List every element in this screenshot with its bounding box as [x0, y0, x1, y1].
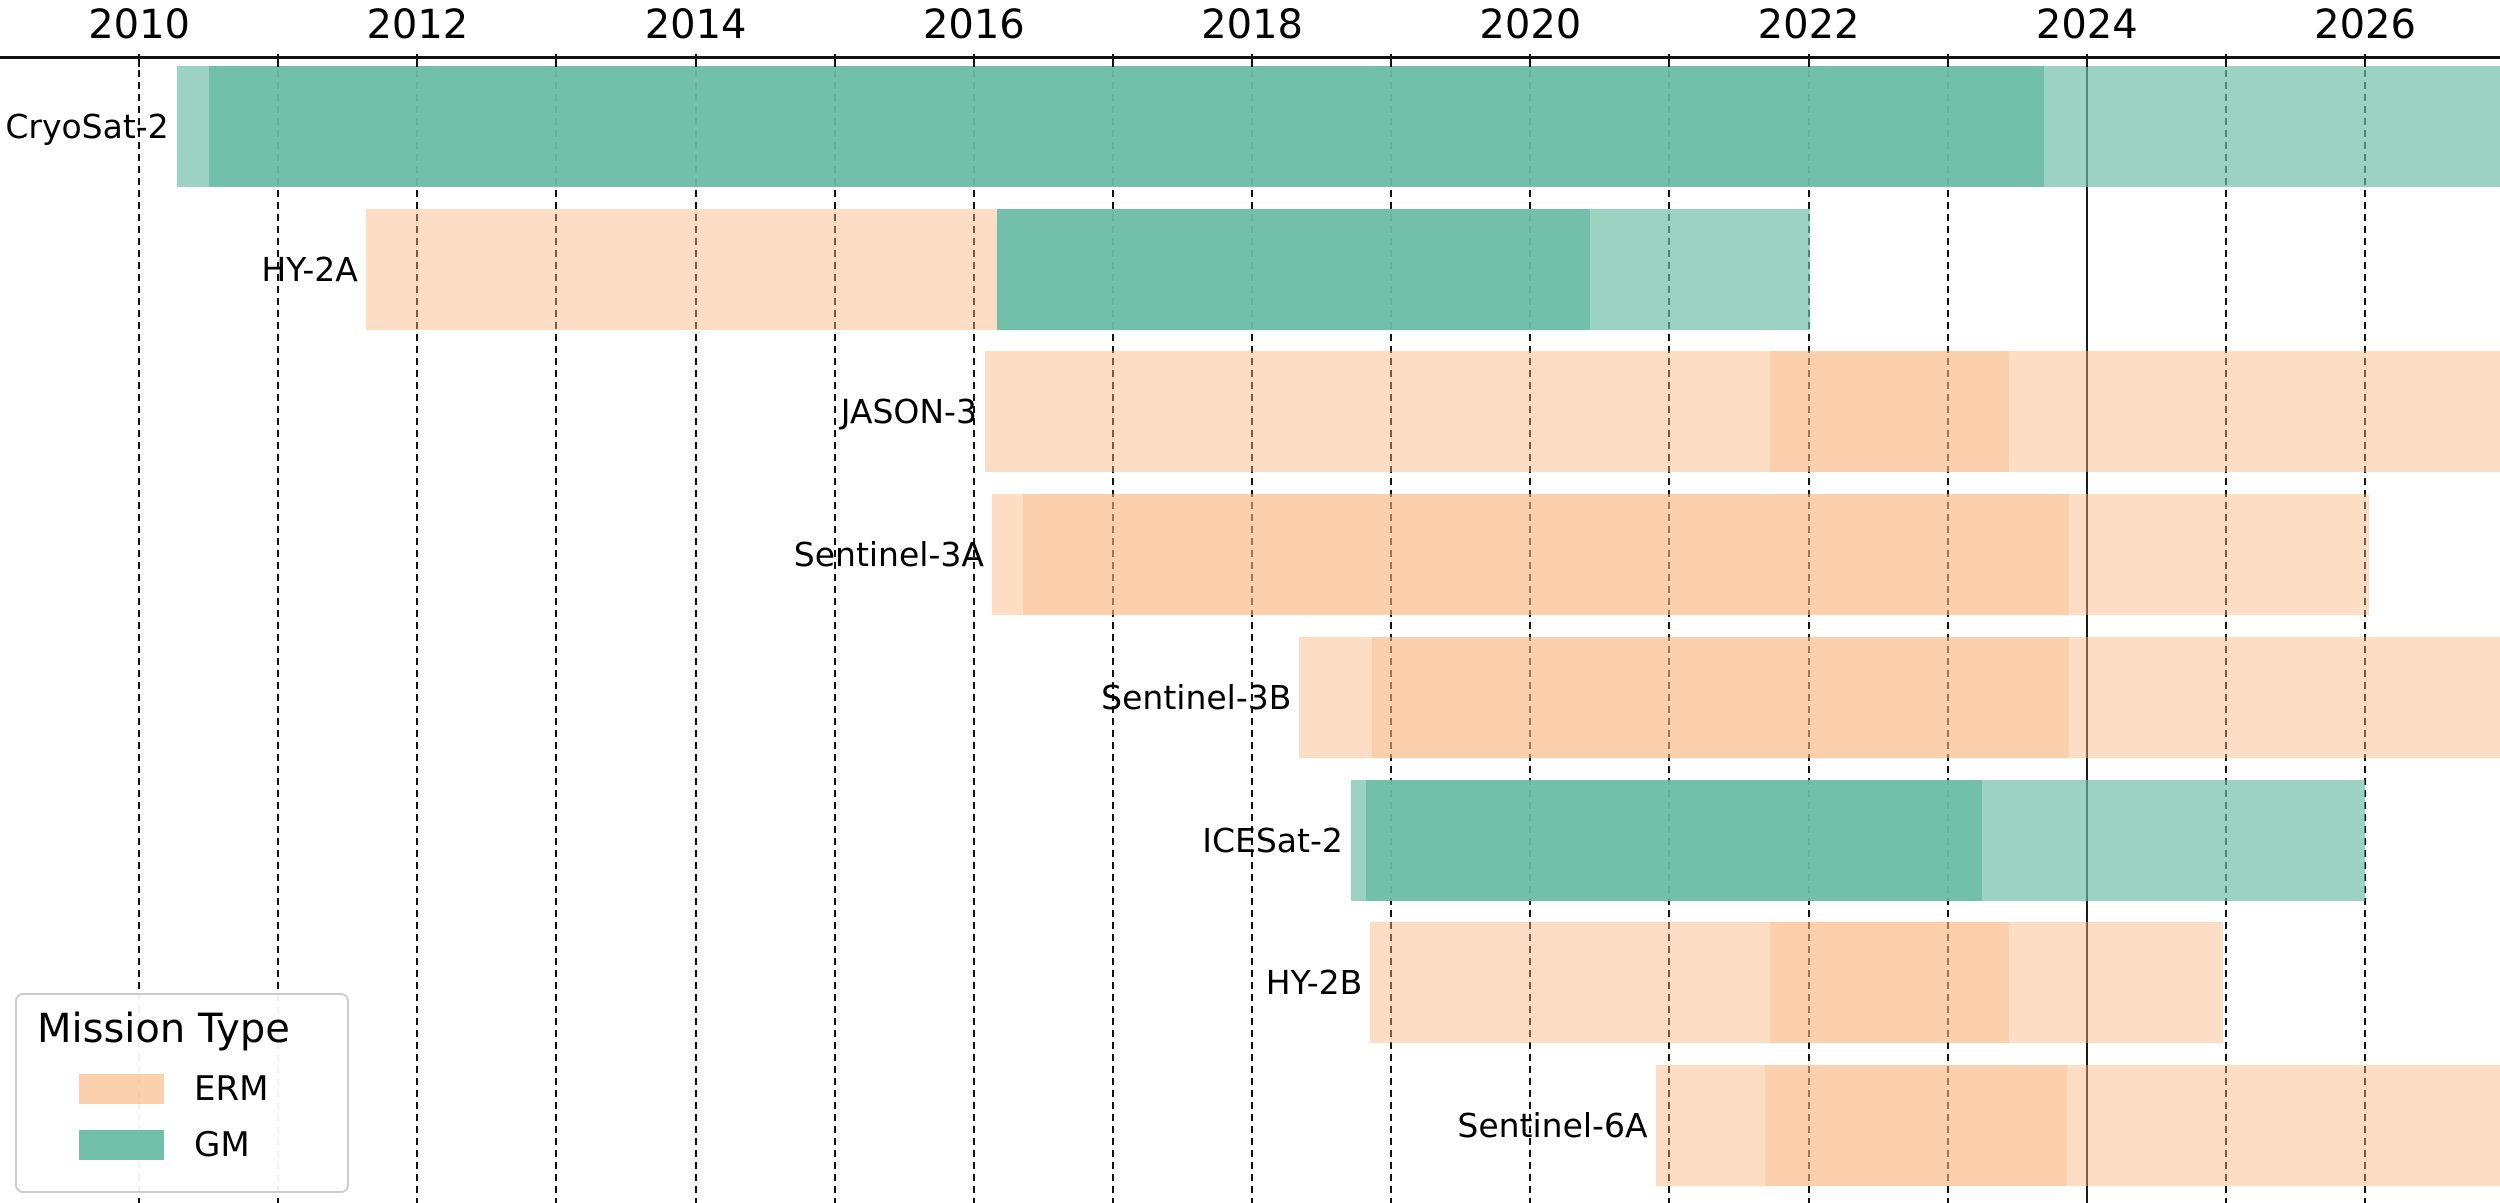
legend: Mission Type ERM GM	[15, 993, 349, 1193]
axis-tick-2013	[555, 54, 558, 67]
gridline-2010	[138, 58, 141, 1203]
gridline-2022	[1807, 58, 1810, 1203]
legend-entries: ERM GM	[37, 1069, 327, 1165]
mission-label-icesat-2: ICESat-2	[1202, 820, 1343, 860]
x-axis-line	[0, 56, 2500, 59]
gridline-2016	[972, 58, 975, 1203]
axis-tick-2019	[1390, 54, 1393, 67]
legend-swatch-erm-icon	[79, 1074, 164, 1104]
mission-bar-segment-cryosat-2	[208, 66, 2044, 187]
gridline-2025	[2224, 58, 2227, 1203]
mission-bar-segment-cryosat-2	[2043, 66, 2500, 187]
mission-label-sentinel-3b: Sentinel-3B	[1101, 677, 1292, 717]
gridline-2011	[277, 58, 280, 1203]
axis-tick-label-2026: 2026	[2314, 2, 2416, 48]
mission-bar-segment-sentinel-3b	[1299, 636, 1372, 758]
mission-bar-segment-hy-2a	[1590, 208, 1810, 330]
gridline-2014	[694, 58, 697, 1203]
gridline-2023	[1946, 58, 1949, 1203]
axis-tick-label-2010: 2010	[88, 2, 191, 48]
mission-bar-segment-cryosat-2	[176, 66, 209, 187]
mission-bar-segment-sentinel-3b	[1371, 636, 2069, 758]
mission-bar-segment-sentinel-3a	[991, 494, 1023, 616]
axis-tick-2023	[1946, 54, 1949, 67]
mission-label-cryosat-2: CryoSat-2	[5, 107, 169, 146]
gridline-2012	[416, 58, 419, 1203]
legend-swatch-gm-icon	[79, 1130, 164, 1160]
mission-label-sentinel-6a: Sentinel-6A	[1457, 1105, 1648, 1145]
mission-label-hy-2a: HY-2A	[261, 249, 358, 289]
mission-bar-segment-sentinel-6a	[1765, 1064, 2068, 1186]
axis-tick-2020	[1529, 54, 1532, 67]
mission-bar-segment-hy-2b	[1769, 922, 2009, 1044]
gridline-2013	[555, 58, 558, 1203]
gridline-2019	[1390, 58, 1393, 1203]
axis-tick-2025	[2224, 54, 2227, 67]
mission-bar-segment-sentinel-6a	[2067, 1064, 2500, 1186]
legend-entry-gm: GM	[37, 1125, 327, 1165]
mission-label-hy-2b: HY-2B	[1265, 963, 1363, 1003]
axis-tick-2010	[138, 54, 141, 67]
legend-entry-erm: ERM	[37, 1069, 327, 1109]
gridline-2021	[1668, 58, 1671, 1203]
axis-tick-label-2022: 2022	[1757, 2, 1860, 48]
axis-tick-2015	[833, 54, 836, 67]
mission-bar-segment-sentinel-3a	[1022, 494, 2069, 616]
mission-bar-segment-hy-2b	[2008, 922, 2224, 1044]
axis-tick-label-2020: 2020	[1479, 2, 1582, 48]
mission-bar-segment-icesat-2	[1350, 779, 1367, 901]
legend-entry-label: GM	[194, 1125, 250, 1165]
axis-tick-2022	[1807, 54, 1810, 67]
gridline-2017	[1111, 58, 1114, 1203]
axis-tick-2014	[694, 54, 697, 67]
axis-tick-2018	[1251, 54, 1254, 67]
mission-bar-segment-icesat-2	[1366, 779, 1983, 901]
mission-bar-segment-icesat-2	[1982, 779, 2366, 901]
gridline-2018	[1251, 58, 1254, 1203]
gridline-2015	[833, 58, 836, 1203]
mission-label-jason-3: JASON-3	[840, 392, 977, 432]
mission-bar-segment-hy-2a	[997, 208, 1591, 330]
axis-tick-2026	[2364, 54, 2367, 67]
axis-tick-label-2024: 2024	[2035, 2, 2138, 48]
legend-entry-label: ERM	[194, 1069, 269, 1109]
mission-label-sentinel-3a: Sentinel-3A	[793, 535, 984, 575]
mission-bar-segment-sentinel-3b	[2068, 636, 2500, 758]
mission-bar-segment-hy-2b	[1370, 922, 1770, 1044]
current-date-line	[2085, 58, 2088, 1203]
gridline-2026	[2364, 58, 2367, 1203]
axis-tick-2024	[2085, 54, 2088, 67]
axis-tick-2021	[1668, 54, 1671, 67]
axis-tick-2012	[416, 54, 419, 67]
axis-tick-2011	[277, 54, 280, 67]
axis-tick-2016	[972, 54, 975, 67]
mission-bar-segment-hy-2a	[365, 208, 998, 330]
axis-tick-label-2018: 2018	[1201, 2, 1303, 48]
axis-tick-label-2014: 2014	[644, 2, 747, 48]
mission-bar-segment-jason-3	[984, 351, 1770, 473]
gridline-2020	[1529, 58, 1532, 1203]
axis-tick-label-2012: 2012	[366, 2, 469, 48]
mission-bar-segment-jason-3	[1769, 351, 2009, 473]
axis-tick-2017	[1111, 54, 1114, 67]
axis-tick-label-2016: 2016	[922, 2, 1025, 48]
legend-title: Mission Type	[37, 1006, 290, 1052]
mission-bar-segment-sentinel-6a	[1655, 1064, 1766, 1186]
mission-bar-segment-sentinel-3a	[2068, 494, 2370, 616]
mission-bar-segment-jason-3	[2008, 351, 2500, 473]
